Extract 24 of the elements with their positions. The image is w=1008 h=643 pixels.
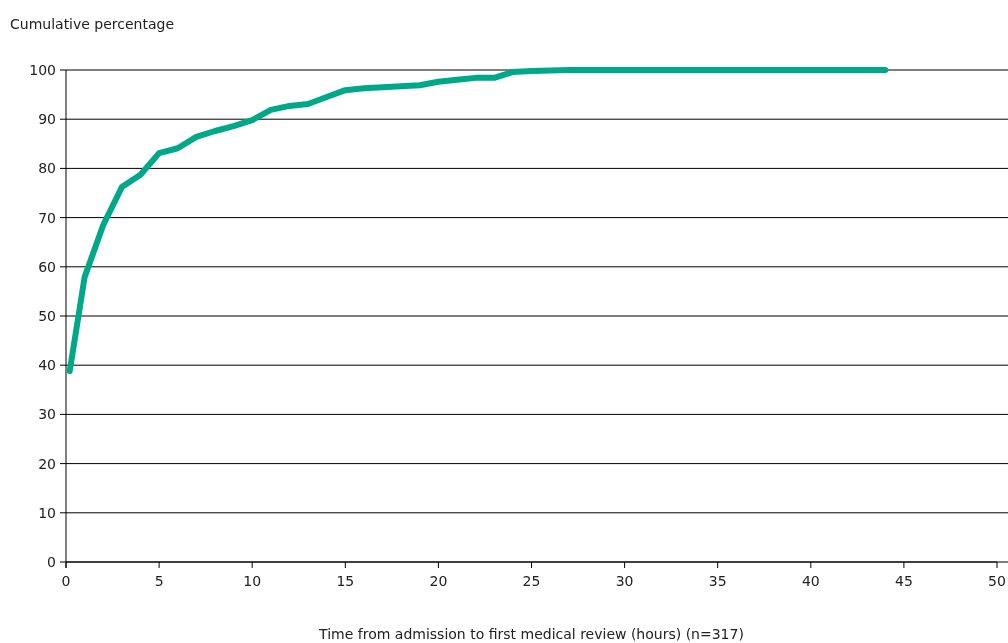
x-tick-label: 50	[988, 573, 1006, 589]
y-tick-label: 60	[38, 258, 56, 275]
x-tick-label: 10	[243, 573, 262, 589]
x-tick-label: 30	[615, 573, 634, 589]
x-tick-label: 0	[61, 573, 71, 589]
y-tick-label: 100	[29, 61, 56, 78]
y-tick-label: 20	[38, 455, 56, 472]
y-tick-label: 50	[38, 307, 56, 324]
x-tick-label: 25	[522, 573, 541, 589]
x-tick-label: 5	[154, 573, 164, 589]
y-tick-label: 10	[38, 504, 56, 521]
y-tick-label: 90	[38, 111, 56, 128]
y-tick-label: 0	[47, 553, 56, 570]
x-tick-label: 35	[708, 573, 727, 589]
x-tick-label: 15	[336, 573, 355, 589]
y-tick-label: 80	[38, 160, 56, 177]
y-tick-label: 40	[38, 357, 56, 374]
y-tick-label: 70	[38, 209, 56, 226]
x-tick-label: 40	[801, 573, 820, 589]
x-tick-label: 45	[894, 573, 913, 589]
x-tick-label: 20	[429, 573, 448, 589]
y-tick-label: 30	[38, 406, 56, 423]
x-axis-title: Time from admission to first medical review (hours) (n=317)	[318, 626, 744, 642]
y-axis-title: Cumulative percentage	[10, 16, 175, 32]
